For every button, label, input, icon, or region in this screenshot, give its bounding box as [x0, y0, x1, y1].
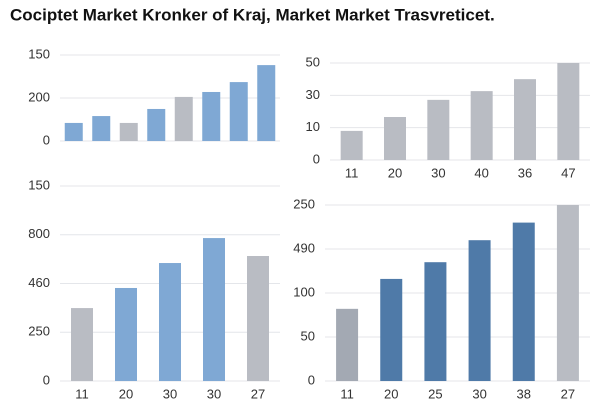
bar — [174, 96, 193, 141]
x-tick-label: 11 — [345, 165, 359, 180]
bar — [336, 308, 359, 381]
y-tick-label: 10 — [306, 119, 320, 134]
bar — [202, 91, 221, 141]
bar — [468, 240, 491, 381]
bar — [384, 116, 406, 160]
bar — [92, 116, 111, 141]
x-tick-label: 20 — [119, 386, 133, 400]
bar — [340, 130, 363, 160]
bar — [203, 238, 225, 381]
bar — [470, 91, 493, 160]
x-tick-label: 30 — [163, 386, 177, 400]
bar — [71, 308, 93, 381]
bar — [557, 63, 580, 160]
x-tick-label: 11 — [75, 386, 89, 400]
y-tick-label: 30 — [306, 87, 320, 102]
x-tick-label: 38 — [517, 386, 531, 400]
x-tick-label: 30 — [431, 165, 445, 180]
x-tick-label: 36 — [518, 165, 532, 180]
y-tick-label: 800 — [28, 226, 50, 241]
x-tick-label: 27 — [561, 386, 575, 400]
x-tick-label: 20 — [388, 165, 402, 180]
bar — [229, 82, 248, 141]
x-tick-label: 20 — [384, 386, 398, 400]
y-tick-label: 150 — [28, 46, 50, 61]
bar — [147, 108, 166, 141]
x-tick-label: 30 — [207, 386, 221, 400]
x-tick-label: 27 — [251, 386, 265, 400]
y-tick-label: 0 — [308, 372, 315, 387]
x-tick-label: 40 — [474, 165, 488, 180]
y-tick-label: 50 — [306, 54, 320, 69]
bar — [159, 263, 181, 381]
x-tick-label: 11 — [340, 386, 354, 400]
chart-title: Cociptet Market Kronker of Kraj, Market … — [10, 5, 495, 24]
y-tick-label: 200 — [28, 89, 50, 104]
bar — [247, 256, 269, 381]
x-tick-label: 47 — [561, 165, 575, 180]
bar — [119, 122, 138, 141]
bar — [512, 222, 535, 381]
y-tick-label: 150 — [28, 177, 50, 192]
y-tick-label: 0 — [43, 372, 50, 387]
x-tick-label: 25 — [428, 386, 442, 400]
x-tick-label: 30 — [472, 386, 486, 400]
bar — [427, 99, 450, 160]
y-tick-label: 490 — [293, 240, 315, 255]
y-tick-label: 0 — [43, 132, 50, 147]
bar — [257, 65, 276, 141]
bar — [64, 122, 83, 141]
y-tick-label: 50 — [301, 328, 315, 343]
bar — [424, 262, 447, 381]
y-tick-label: 460 — [28, 275, 50, 290]
bar — [514, 79, 536, 160]
y-tick-label: 250 — [28, 324, 50, 339]
bar — [380, 278, 403, 381]
y-tick-label: 0 — [313, 151, 320, 166]
y-tick-label: 250 — [293, 196, 315, 211]
bar — [115, 287, 137, 381]
bar — [556, 205, 579, 381]
y-tick-label: 100 — [293, 284, 315, 299]
